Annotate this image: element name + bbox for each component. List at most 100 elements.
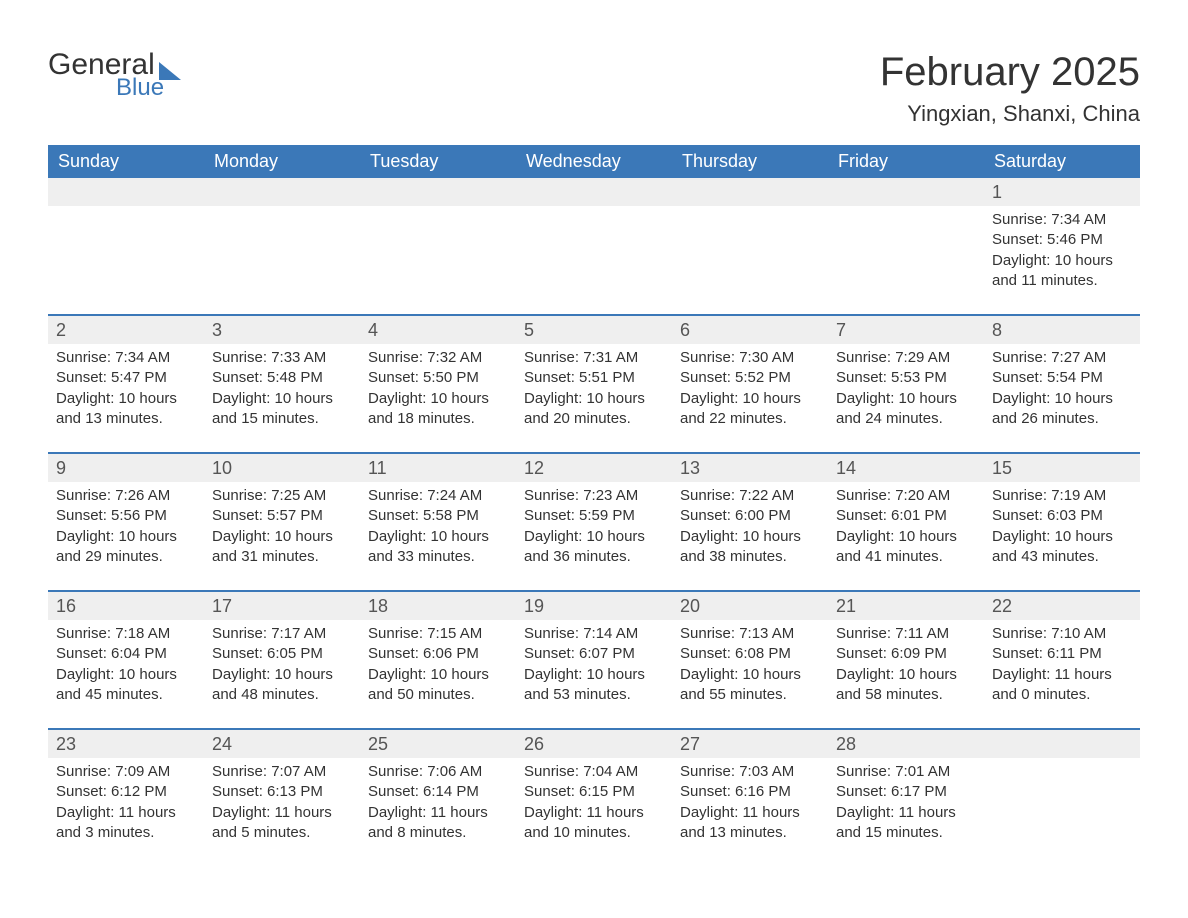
day-number xyxy=(516,178,672,206)
sunset-text: Sunset: 6:00 PM xyxy=(680,506,820,526)
day-number: 24 xyxy=(204,730,360,758)
day-number: 19 xyxy=(516,592,672,620)
day-number: 11 xyxy=(360,454,516,482)
daylight1-text: Daylight: 10 hours xyxy=(836,665,976,685)
daylight1-text: Daylight: 10 hours xyxy=(992,527,1132,547)
day-number-row: 16171819202122 xyxy=(48,590,1140,620)
day-cell: Sunrise: 7:13 AMSunset: 6:08 PMDaylight:… xyxy=(672,620,828,714)
sunset-text: Sunset: 6:05 PM xyxy=(212,644,352,664)
day-cell: Sunrise: 7:14 AMSunset: 6:07 PMDaylight:… xyxy=(516,620,672,714)
day-number: 2 xyxy=(48,316,204,344)
day-number: 3 xyxy=(204,316,360,344)
day-cell: Sunrise: 7:04 AMSunset: 6:15 PMDaylight:… xyxy=(516,758,672,852)
day-cell: Sunrise: 7:11 AMSunset: 6:09 PMDaylight:… xyxy=(828,620,984,714)
sunrise-text: Sunrise: 7:11 AM xyxy=(836,624,976,644)
daylight1-text: Daylight: 10 hours xyxy=(524,527,664,547)
day-cell: Sunrise: 7:01 AMSunset: 6:17 PMDaylight:… xyxy=(828,758,984,852)
day-cell: Sunrise: 7:09 AMSunset: 6:12 PMDaylight:… xyxy=(48,758,204,852)
daylight2-text: and 15 minutes. xyxy=(212,409,352,429)
week-body-row: Sunrise: 7:18 AMSunset: 6:04 PMDaylight:… xyxy=(48,620,1140,714)
daylight2-text: and 41 minutes. xyxy=(836,547,976,567)
sunset-text: Sunset: 6:17 PM xyxy=(836,782,976,802)
day-cell xyxy=(516,206,672,300)
day-cell: Sunrise: 7:34 AMSunset: 5:46 PMDaylight:… xyxy=(984,206,1140,300)
day-cell xyxy=(360,206,516,300)
weeks-container: 1Sunrise: 7:34 AMSunset: 5:46 PMDaylight… xyxy=(48,178,1140,852)
daylight1-text: Daylight: 10 hours xyxy=(992,251,1132,271)
week-body-row: Sunrise: 7:34 AMSunset: 5:46 PMDaylight:… xyxy=(48,206,1140,300)
daylight2-text: and 13 minutes. xyxy=(680,823,820,843)
day-cell: Sunrise: 7:10 AMSunset: 6:11 PMDaylight:… xyxy=(984,620,1140,714)
daylight1-text: Daylight: 10 hours xyxy=(56,389,196,409)
day-cell: Sunrise: 7:20 AMSunset: 6:01 PMDaylight:… xyxy=(828,482,984,576)
sunset-text: Sunset: 6:04 PM xyxy=(56,644,196,664)
sunset-text: Sunset: 5:53 PM xyxy=(836,368,976,388)
daylight1-text: Daylight: 10 hours xyxy=(524,665,664,685)
daylight1-text: Daylight: 11 hours xyxy=(524,803,664,823)
sunrise-text: Sunrise: 7:32 AM xyxy=(368,348,508,368)
day-number xyxy=(672,178,828,206)
sunrise-text: Sunrise: 7:20 AM xyxy=(836,486,976,506)
sunrise-text: Sunrise: 7:14 AM xyxy=(524,624,664,644)
sunrise-text: Sunrise: 7:19 AM xyxy=(992,486,1132,506)
day-number-row: 1 xyxy=(48,178,1140,206)
day-number xyxy=(984,730,1140,758)
sunrise-text: Sunrise: 7:07 AM xyxy=(212,762,352,782)
day-cell: Sunrise: 7:07 AMSunset: 6:13 PMDaylight:… xyxy=(204,758,360,852)
day-cell: Sunrise: 7:27 AMSunset: 5:54 PMDaylight:… xyxy=(984,344,1140,438)
day-cell xyxy=(204,206,360,300)
day-cell: Sunrise: 7:23 AMSunset: 5:59 PMDaylight:… xyxy=(516,482,672,576)
day-cell: Sunrise: 7:17 AMSunset: 6:05 PMDaylight:… xyxy=(204,620,360,714)
day-number xyxy=(204,178,360,206)
daylight1-text: Daylight: 10 hours xyxy=(368,527,508,547)
daylight1-text: Daylight: 10 hours xyxy=(212,665,352,685)
calendar-week: 232425262728Sunrise: 7:09 AMSunset: 6:12… xyxy=(48,728,1140,852)
day-number: 7 xyxy=(828,316,984,344)
day-cell: Sunrise: 7:29 AMSunset: 5:53 PMDaylight:… xyxy=(828,344,984,438)
day-number: 22 xyxy=(984,592,1140,620)
day-number: 15 xyxy=(984,454,1140,482)
sunset-text: Sunset: 5:52 PM xyxy=(680,368,820,388)
daylight2-text: and 5 minutes. xyxy=(212,823,352,843)
daylight1-text: Daylight: 10 hours xyxy=(368,665,508,685)
day-number-row: 9101112131415 xyxy=(48,452,1140,482)
page-title: February 2025 xyxy=(880,50,1140,95)
day-header: Thursday xyxy=(672,145,828,178)
title-block: February 2025 Yingxian, Shanxi, China xyxy=(880,50,1140,127)
day-cell: Sunrise: 7:33 AMSunset: 5:48 PMDaylight:… xyxy=(204,344,360,438)
brand-text-2: Blue xyxy=(116,76,181,100)
day-header: Monday xyxy=(204,145,360,178)
sunrise-text: Sunrise: 7:04 AM xyxy=(524,762,664,782)
daylight2-text: and 48 minutes. xyxy=(212,685,352,705)
calendar: Sunday Monday Tuesday Wednesday Thursday… xyxy=(48,145,1140,852)
daylight2-text: and 58 minutes. xyxy=(836,685,976,705)
day-number: 12 xyxy=(516,454,672,482)
day-number xyxy=(828,178,984,206)
daylight1-text: Daylight: 11 hours xyxy=(368,803,508,823)
daylight1-text: Daylight: 11 hours xyxy=(992,665,1132,685)
daylight1-text: Daylight: 10 hours xyxy=(680,527,820,547)
day-number-row: 232425262728 xyxy=(48,728,1140,758)
day-cell: Sunrise: 7:24 AMSunset: 5:58 PMDaylight:… xyxy=(360,482,516,576)
sunset-text: Sunset: 5:46 PM xyxy=(992,230,1132,250)
sunrise-text: Sunrise: 7:26 AM xyxy=(56,486,196,506)
day-cell: Sunrise: 7:32 AMSunset: 5:50 PMDaylight:… xyxy=(360,344,516,438)
daylight1-text: Daylight: 10 hours xyxy=(56,527,196,547)
daylight2-text: and 20 minutes. xyxy=(524,409,664,429)
sunset-text: Sunset: 6:16 PM xyxy=(680,782,820,802)
day-cell: Sunrise: 7:15 AMSunset: 6:06 PMDaylight:… xyxy=(360,620,516,714)
sunset-text: Sunset: 5:48 PM xyxy=(212,368,352,388)
sunset-text: Sunset: 6:07 PM xyxy=(524,644,664,664)
sunset-text: Sunset: 5:59 PM xyxy=(524,506,664,526)
sunrise-text: Sunrise: 7:17 AM xyxy=(212,624,352,644)
day-number: 18 xyxy=(360,592,516,620)
day-cell xyxy=(828,206,984,300)
sunset-text: Sunset: 6:11 PM xyxy=(992,644,1132,664)
day-cell: Sunrise: 7:34 AMSunset: 5:47 PMDaylight:… xyxy=(48,344,204,438)
sunrise-text: Sunrise: 7:27 AM xyxy=(992,348,1132,368)
sunrise-text: Sunrise: 7:15 AM xyxy=(368,624,508,644)
calendar-week: 2345678Sunrise: 7:34 AMSunset: 5:47 PMDa… xyxy=(48,314,1140,438)
daylight2-text: and 29 minutes. xyxy=(56,547,196,567)
day-number: 13 xyxy=(672,454,828,482)
day-number-row: 2345678 xyxy=(48,314,1140,344)
